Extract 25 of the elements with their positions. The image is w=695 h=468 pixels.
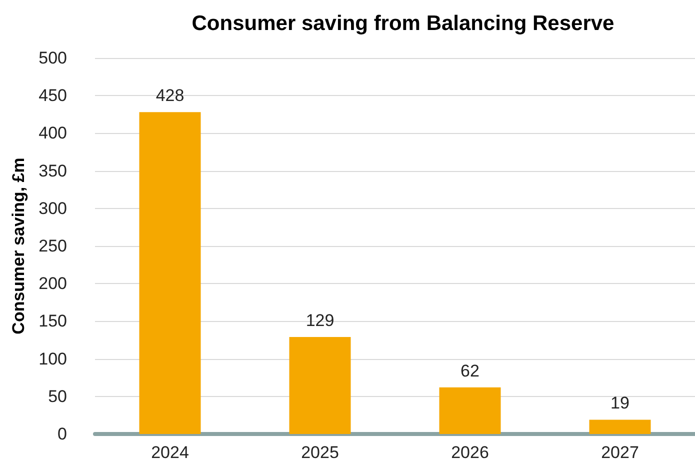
data-label: 62	[460, 361, 480, 380]
x-tick-label: 2025	[301, 443, 339, 462]
data-label: 129	[306, 310, 334, 330]
y-tick-label: 50	[48, 386, 67, 406]
bar	[139, 112, 201, 434]
y-tick-label: 500	[38, 48, 67, 68]
chart-title: Consumer saving from Balancing Reserve	[192, 12, 614, 35]
y-tick-label: 250	[38, 236, 67, 256]
y-tick-label: 200	[38, 274, 67, 294]
y-tick-label: 150	[38, 312, 67, 331]
bar	[289, 336, 351, 434]
y-tick-label: 450	[38, 86, 67, 106]
x-tick-label: 2024	[151, 443, 189, 462]
y-axis-title: Consumer saving, £m	[9, 158, 28, 334]
data-label: 428	[156, 86, 184, 106]
data-label: 19	[610, 394, 630, 413]
bar	[439, 387, 501, 434]
y-tick-label: 350	[38, 161, 67, 180]
y-tick-label: 100	[38, 349, 67, 368]
x-tick-label: 2027	[601, 443, 639, 462]
y-tick-label: 0	[58, 424, 67, 444]
y-tick-label: 400	[38, 124, 67, 143]
x-tick-label: 2026	[451, 443, 489, 462]
y-tick-label: 300	[38, 198, 67, 218]
bar	[589, 420, 651, 434]
